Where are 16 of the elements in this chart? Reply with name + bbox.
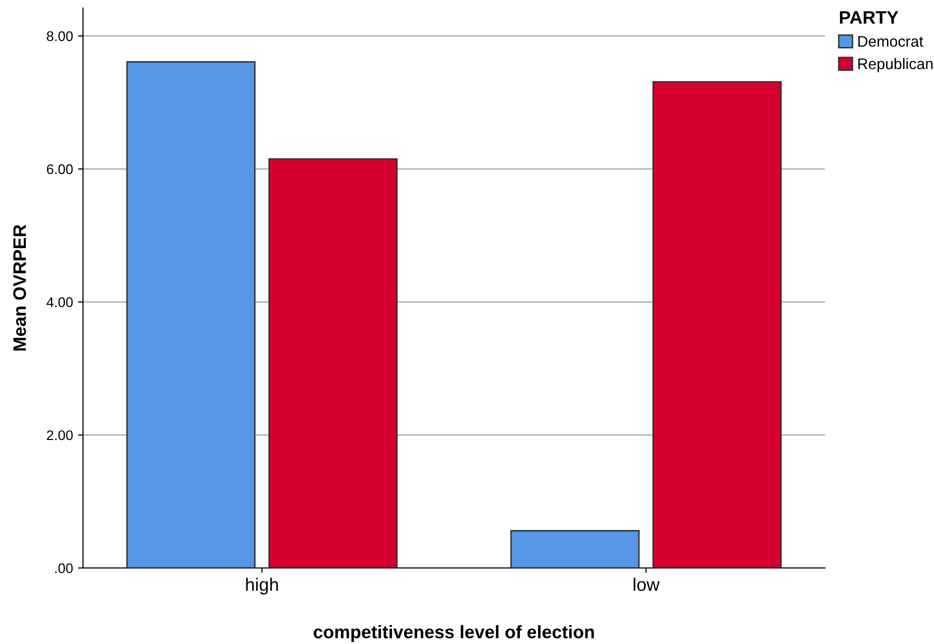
- x-tick-label: high: [246, 578, 278, 595]
- x-tick-label: low: [634, 578, 660, 591]
- y-tick-label: 2.00: [46, 430, 73, 440]
- legend-title: PARTY: [840, 11, 898, 24]
- y-tick-label: .00: [55, 563, 73, 574]
- bar: [510, 530, 640, 568]
- bar: [268, 158, 398, 568]
- y-tick-label: 6.00: [46, 164, 73, 174]
- y-axis-title: Mean OVRPER: [13, 224, 26, 350]
- x-axis-title: competitiveness level of election: [314, 625, 594, 642]
- y-tick-label: 8.00: [46, 31, 73, 42]
- legend-label: Democrat: [858, 36, 924, 47]
- bar: [126, 61, 256, 568]
- legend-label: Republican: [858, 58, 933, 72]
- y-tick-label: 4.00: [46, 297, 73, 308]
- bar: [652, 81, 782, 568]
